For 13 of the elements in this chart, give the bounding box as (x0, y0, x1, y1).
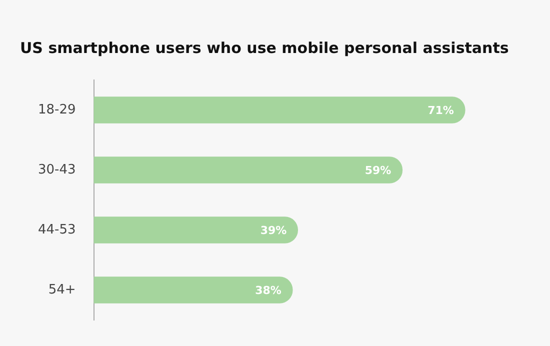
bar (94, 156, 403, 184)
bar (94, 276, 293, 304)
y-tick-label: 44-53 (38, 222, 76, 238)
data-label: 38% (255, 284, 282, 297)
data-label: 59% (364, 164, 392, 177)
data-label: 71% (428, 104, 454, 117)
data-label: 39% (260, 224, 287, 237)
y-tick-label: 54+ (48, 282, 76, 298)
bar (94, 216, 298, 244)
y-tick-label: 30-43 (38, 162, 76, 178)
bar (94, 96, 466, 124)
y-tick-label: 18-29 (38, 102, 76, 118)
chart-title: US smartphone users who use mobile personal assistants (20, 38, 509, 57)
